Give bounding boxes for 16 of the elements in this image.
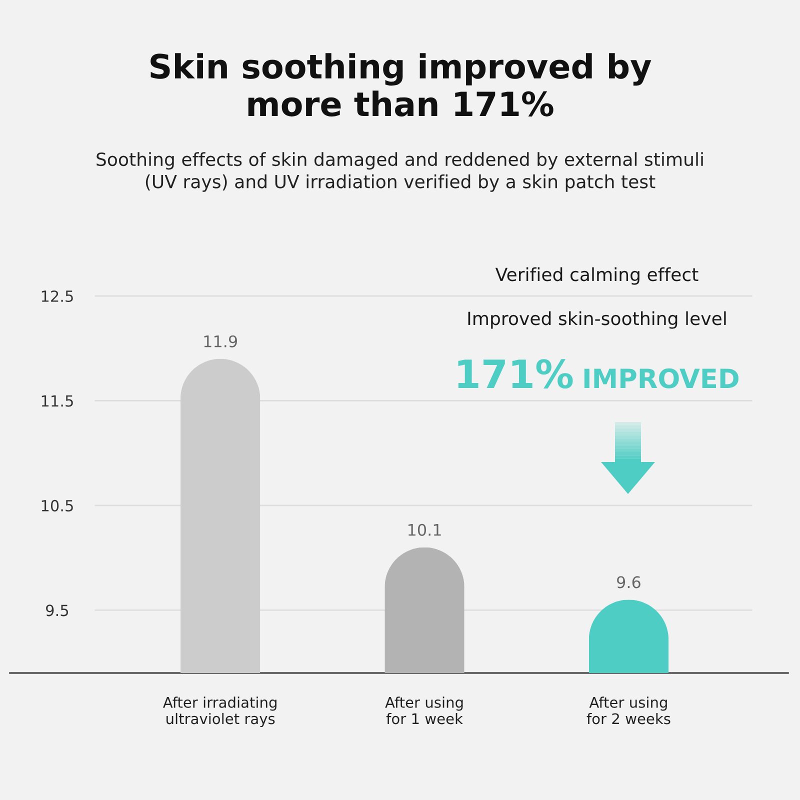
x-tick-label: After using for 2 weeks bbox=[586, 696, 670, 724]
chart-subtitle: Soothing effects of skin damaged and reddened by external stimuli (UV rays) and UV irradiation verified by a skin patch test bbox=[96, 152, 703, 192]
x-tick-label: After irradiating ultraviolet rays bbox=[162, 696, 276, 728]
text: Verified calming effect bbox=[495, 267, 698, 285]
annotation: Improved skin-soothing level bbox=[468, 311, 726, 329]
annotation: IMPROVED bbox=[584, 368, 738, 388]
chart-title: Skin soothing improved by more than 171% bbox=[150, 53, 652, 116]
annotation: 171% bbox=[458, 359, 573, 389]
y-tick-label: 9.5 bbox=[46, 604, 68, 616]
x-tick-label: After using for 1 week bbox=[385, 696, 463, 724]
y-tick-label: 11.5 bbox=[42, 395, 73, 407]
y-tick-label: 12.5 bbox=[42, 290, 73, 302]
data-label: 9.6 bbox=[617, 576, 640, 588]
data-label: 11.9 bbox=[204, 335, 237, 348]
data-label: 10.1 bbox=[408, 524, 441, 536]
y-tick-label: 10.5 bbox=[42, 500, 73, 512]
